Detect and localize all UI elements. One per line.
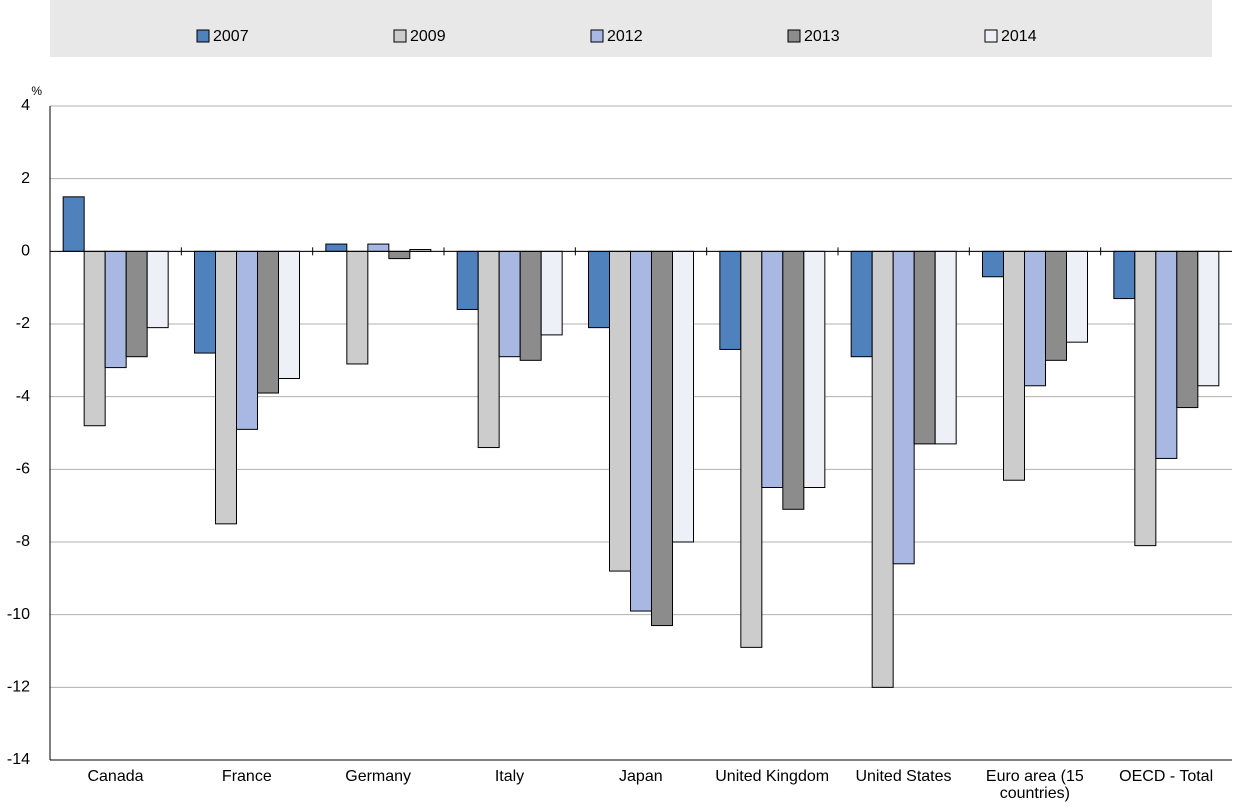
x-tick-label: Germany [345,768,412,785]
bar [346,250,369,365]
y-tick-label: -6 [16,461,30,478]
bar [83,250,106,427]
bar [257,250,279,394]
legend-swatch [393,29,407,43]
bar [651,250,673,627]
bar [761,250,784,488]
y-tick-label: 0 [21,243,30,260]
x-tick-label: Canada [87,768,144,785]
x-tick-label: Japan [619,768,663,785]
bar [782,250,805,510]
legend-label: 2013 [804,28,840,45]
y-tick-label: -8 [16,533,30,550]
bar [1024,250,1046,387]
legend-background [50,0,1212,57]
bar [477,250,500,449]
bar [540,250,563,336]
bar [1066,250,1088,343]
y-tick-label: 4 [21,97,30,114]
bar [1176,250,1199,409]
y-tick-label: -2 [16,315,30,332]
legend-swatch [196,29,210,43]
bar [125,250,148,358]
bar [146,250,169,329]
legend-label: 2012 [607,28,643,45]
bar [803,250,826,488]
bar [672,250,694,543]
bar [104,250,127,369]
y-tick-label: -4 [16,388,30,405]
legend-label: 2007 [213,28,249,45]
bar [934,250,957,445]
x-tick-label: OECD - Total [1119,768,1214,785]
bar [913,250,936,445]
bar [1045,250,1067,361]
legend-swatch [590,29,604,43]
bar [62,196,85,252]
y-tick-label: 2 [21,170,30,187]
bar [1197,250,1220,387]
bar [871,250,894,688]
bar [498,250,521,358]
bar [719,250,742,350]
bar [850,250,873,358]
y-unit-label: % [31,84,42,98]
bar [278,250,300,379]
bar [1155,250,1178,459]
bar [325,243,348,252]
legend-label: 2014 [1001,28,1037,45]
bar [367,243,390,252]
legend-swatch [787,29,801,43]
bar [1113,250,1136,300]
bar [588,250,610,329]
y-tick-label: -10 [7,606,30,623]
bar [194,250,216,354]
bar [519,250,542,361]
bar [1134,250,1157,547]
bar [740,250,763,648]
legend-label: 2009 [410,28,446,45]
bar [892,250,915,565]
bar [456,250,479,310]
x-tick-label: Italy [494,768,525,785]
bar [236,250,258,430]
legend-swatch [984,29,998,43]
bar [609,250,631,572]
y-tick-label: -14 [7,751,30,768]
y-tick-label: -12 [7,679,30,696]
bar [215,250,237,525]
bar [1003,250,1025,481]
x-tick-label: Euro area (15 countries) [985,768,1084,802]
bar [388,250,411,260]
x-tick-label: United Kingdom [715,768,830,785]
x-tick-label: France [221,768,272,785]
x-tick-label: United States [855,768,952,785]
bar [982,250,1004,278]
bar [630,250,652,612]
